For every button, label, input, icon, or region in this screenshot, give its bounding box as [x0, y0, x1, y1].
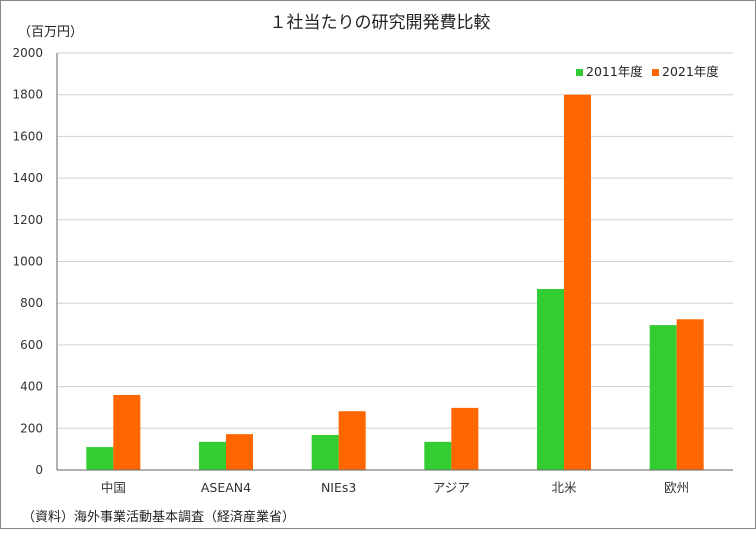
y-tick-label: 600: [20, 338, 43, 352]
source-note: （資料）海外事業活動基本調査（経済産業省）: [22, 509, 295, 525]
bar-series2: [676, 319, 704, 470]
x-category-label: 中国: [101, 480, 126, 495]
bar-series1: [649, 325, 677, 470]
y-tick-label: 200: [20, 421, 43, 435]
x-category-label: ASEAN4: [201, 480, 251, 495]
bar-series2: [226, 434, 253, 470]
legend-label: 2011年度: [586, 64, 643, 79]
bar-series2: [113, 394, 141, 470]
bar-series1: [424, 441, 452, 470]
chart-title: １社当たりの研究開発費比較: [270, 13, 491, 33]
y-tick-label: 1000: [12, 255, 43, 269]
y-tick-label: 800: [20, 296, 43, 310]
y-tick-label: 2000: [12, 46, 43, 60]
x-axis-categories: 中国 ASEAN4 NIEs3 アジア 北米 欧州: [101, 480, 689, 495]
legend-label: 2021年度: [662, 64, 719, 79]
bar-series1: [86, 447, 114, 470]
x-category-label: アジア: [433, 480, 470, 495]
bar-series2: [564, 94, 591, 470]
y-tick-label: 400: [20, 380, 43, 394]
y-tick-label: 1800: [12, 88, 43, 102]
x-category-label: NIEs3: [321, 480, 356, 495]
y-axis-ticks: 0 200 400 600 800 1000 1200 1400 1600 1800 2000: [12, 46, 43, 477]
gridlines: [57, 52, 733, 429]
bar-series2: [451, 407, 479, 470]
bar-series1: [311, 434, 339, 470]
bar-series1: [537, 289, 564, 470]
bar-series1: [199, 441, 226, 470]
y-tick-label: 1200: [12, 213, 43, 227]
y-tick-label: 1400: [12, 171, 43, 185]
legend-swatch: [576, 69, 583, 76]
x-category-label: 欧州: [664, 480, 689, 495]
y-tick-label: 0: [35, 463, 43, 477]
y-axis-unit-label: （百万円）: [18, 25, 83, 40]
bar-series2: [338, 411, 366, 470]
legend: 2011年度 2021年度: [576, 64, 719, 79]
x-category-label: 北米: [551, 480, 577, 495]
y-tick-label: 1600: [12, 129, 43, 143]
bars: [86, 94, 704, 470]
legend-swatch: [652, 69, 659, 76]
